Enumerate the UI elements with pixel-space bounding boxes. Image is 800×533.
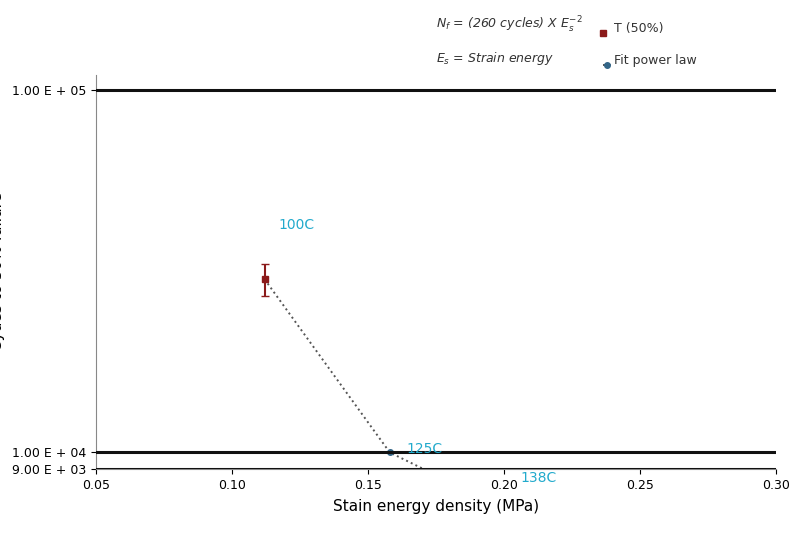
Text: Fit power law: Fit power law bbox=[614, 54, 697, 67]
Text: $N_f$ = (260 cycles) X $E_s^{-2}$: $N_f$ = (260 cycles) X $E_s^{-2}$ bbox=[436, 15, 583, 35]
X-axis label: Stain energy density (MPa): Stain energy density (MPa) bbox=[333, 499, 539, 514]
Text: 138C: 138C bbox=[520, 471, 557, 485]
Text: $E_s$ = Strain energy: $E_s$ = Strain energy bbox=[436, 50, 554, 67]
Text: 100C: 100C bbox=[278, 218, 314, 232]
Text: T (50%): T (50%) bbox=[614, 22, 664, 35]
Text: 125C: 125C bbox=[406, 442, 442, 456]
Y-axis label: Cydes to 50% failure: Cydes to 50% failure bbox=[0, 192, 5, 351]
